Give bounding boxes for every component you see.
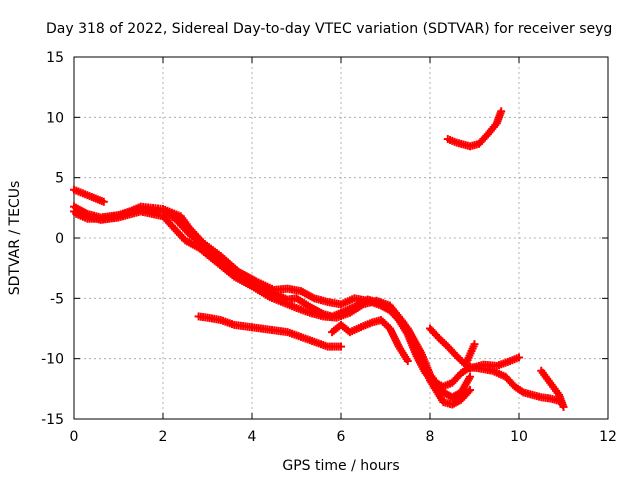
x-axis-label: GPS time / hours (282, 458, 399, 474)
series-track-8 (466, 353, 523, 373)
series-track-1 (70, 185, 108, 206)
axis-ticks: 0 2 4 6 8 10 12 -15 -10 -5 0 5 10 15 (41, 50, 617, 445)
series-track-5 (194, 312, 345, 351)
series-track-6 (328, 316, 412, 366)
x-tick-label: 0 (70, 429, 79, 445)
y-tick-label: 10 (46, 110, 64, 126)
grid (74, 57, 608, 419)
x-tick-label: 2 (159, 429, 168, 445)
y-tick-label: 5 (55, 171, 64, 187)
x-tick-label: 12 (599, 429, 617, 445)
series-track-9 (537, 366, 568, 411)
x-tick-label: 4 (248, 429, 257, 445)
x-tick-label: 8 (426, 429, 435, 445)
y-tick-label: -10 (41, 352, 64, 368)
y-tick-label: -15 (41, 412, 64, 428)
series-layer (70, 107, 568, 411)
y-tick-label: 15 (46, 50, 64, 66)
series-track-4 (72, 202, 564, 405)
series-track-7 (426, 324, 479, 369)
chart-title: Day 318 of 2022, Sidereal Day-to-day VTE… (46, 21, 612, 37)
y-tick-label: 0 (55, 231, 64, 247)
x-tick-label: 6 (337, 429, 346, 445)
y-axis-label: SDTVAR / TECUs (7, 181, 23, 296)
y-tick-label: -5 (50, 291, 64, 307)
series-track-10 (443, 107, 506, 151)
x-tick-label: 10 (510, 429, 528, 445)
